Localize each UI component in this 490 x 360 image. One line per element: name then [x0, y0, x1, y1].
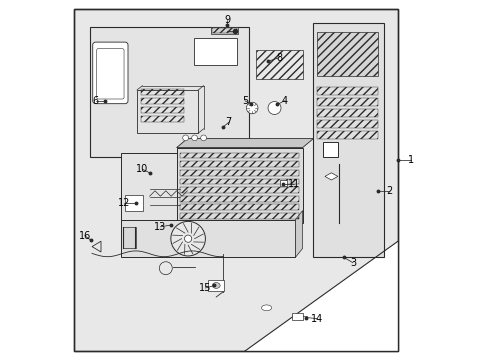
- Polygon shape: [121, 220, 295, 257]
- Bar: [125, 195, 143, 211]
- Bar: [292, 313, 303, 320]
- Text: 16: 16: [79, 231, 91, 241]
- Bar: [121, 153, 263, 223]
- Text: 2: 2: [386, 186, 392, 196]
- Text: 12: 12: [118, 198, 131, 208]
- Ellipse shape: [262, 305, 271, 311]
- Bar: [194, 38, 237, 65]
- Text: 9: 9: [224, 15, 230, 25]
- Text: 14: 14: [311, 314, 323, 324]
- Text: 3: 3: [350, 258, 356, 268]
- Circle shape: [171, 221, 205, 256]
- Bar: [180, 187, 299, 193]
- Bar: [141, 116, 184, 122]
- Ellipse shape: [212, 283, 220, 288]
- Bar: [137, 90, 198, 133]
- Bar: [208, 280, 224, 291]
- Text: 1: 1: [408, 155, 414, 165]
- Bar: [90, 27, 248, 157]
- Bar: [141, 89, 184, 95]
- Bar: [317, 131, 378, 139]
- Text: 7: 7: [226, 117, 232, 127]
- Bar: [211, 27, 238, 34]
- Bar: [280, 180, 288, 186]
- Circle shape: [268, 102, 281, 114]
- Text: 13: 13: [154, 222, 167, 232]
- Circle shape: [192, 135, 197, 141]
- Bar: [317, 109, 378, 117]
- Bar: [317, 87, 378, 95]
- Bar: [141, 107, 184, 113]
- FancyBboxPatch shape: [93, 42, 128, 104]
- Bar: [256, 50, 303, 79]
- Text: 6: 6: [93, 96, 98, 106]
- Text: 10: 10: [136, 164, 148, 174]
- Bar: [212, 28, 237, 33]
- Bar: [180, 179, 299, 184]
- Bar: [317, 32, 378, 76]
- Bar: [180, 204, 299, 210]
- Bar: [180, 170, 299, 176]
- Text: 5: 5: [242, 96, 248, 106]
- Bar: [317, 98, 378, 106]
- Bar: [180, 161, 299, 167]
- Text: 4: 4: [282, 96, 288, 106]
- Bar: [323, 142, 338, 157]
- Bar: [180, 213, 299, 219]
- Circle shape: [185, 235, 192, 242]
- Bar: [180, 153, 299, 158]
- Bar: [317, 120, 378, 128]
- Bar: [141, 98, 184, 104]
- Circle shape: [201, 135, 206, 141]
- Polygon shape: [176, 148, 303, 223]
- Text: 11: 11: [288, 179, 300, 189]
- Polygon shape: [176, 139, 314, 148]
- Polygon shape: [295, 211, 303, 257]
- Polygon shape: [245, 241, 398, 351]
- Text: 8: 8: [276, 53, 282, 63]
- Bar: [180, 196, 299, 202]
- Text: 15: 15: [199, 283, 212, 293]
- Bar: [314, 23, 384, 257]
- Polygon shape: [325, 173, 338, 180]
- Circle shape: [183, 135, 189, 141]
- Bar: [122, 227, 136, 248]
- Circle shape: [246, 102, 258, 114]
